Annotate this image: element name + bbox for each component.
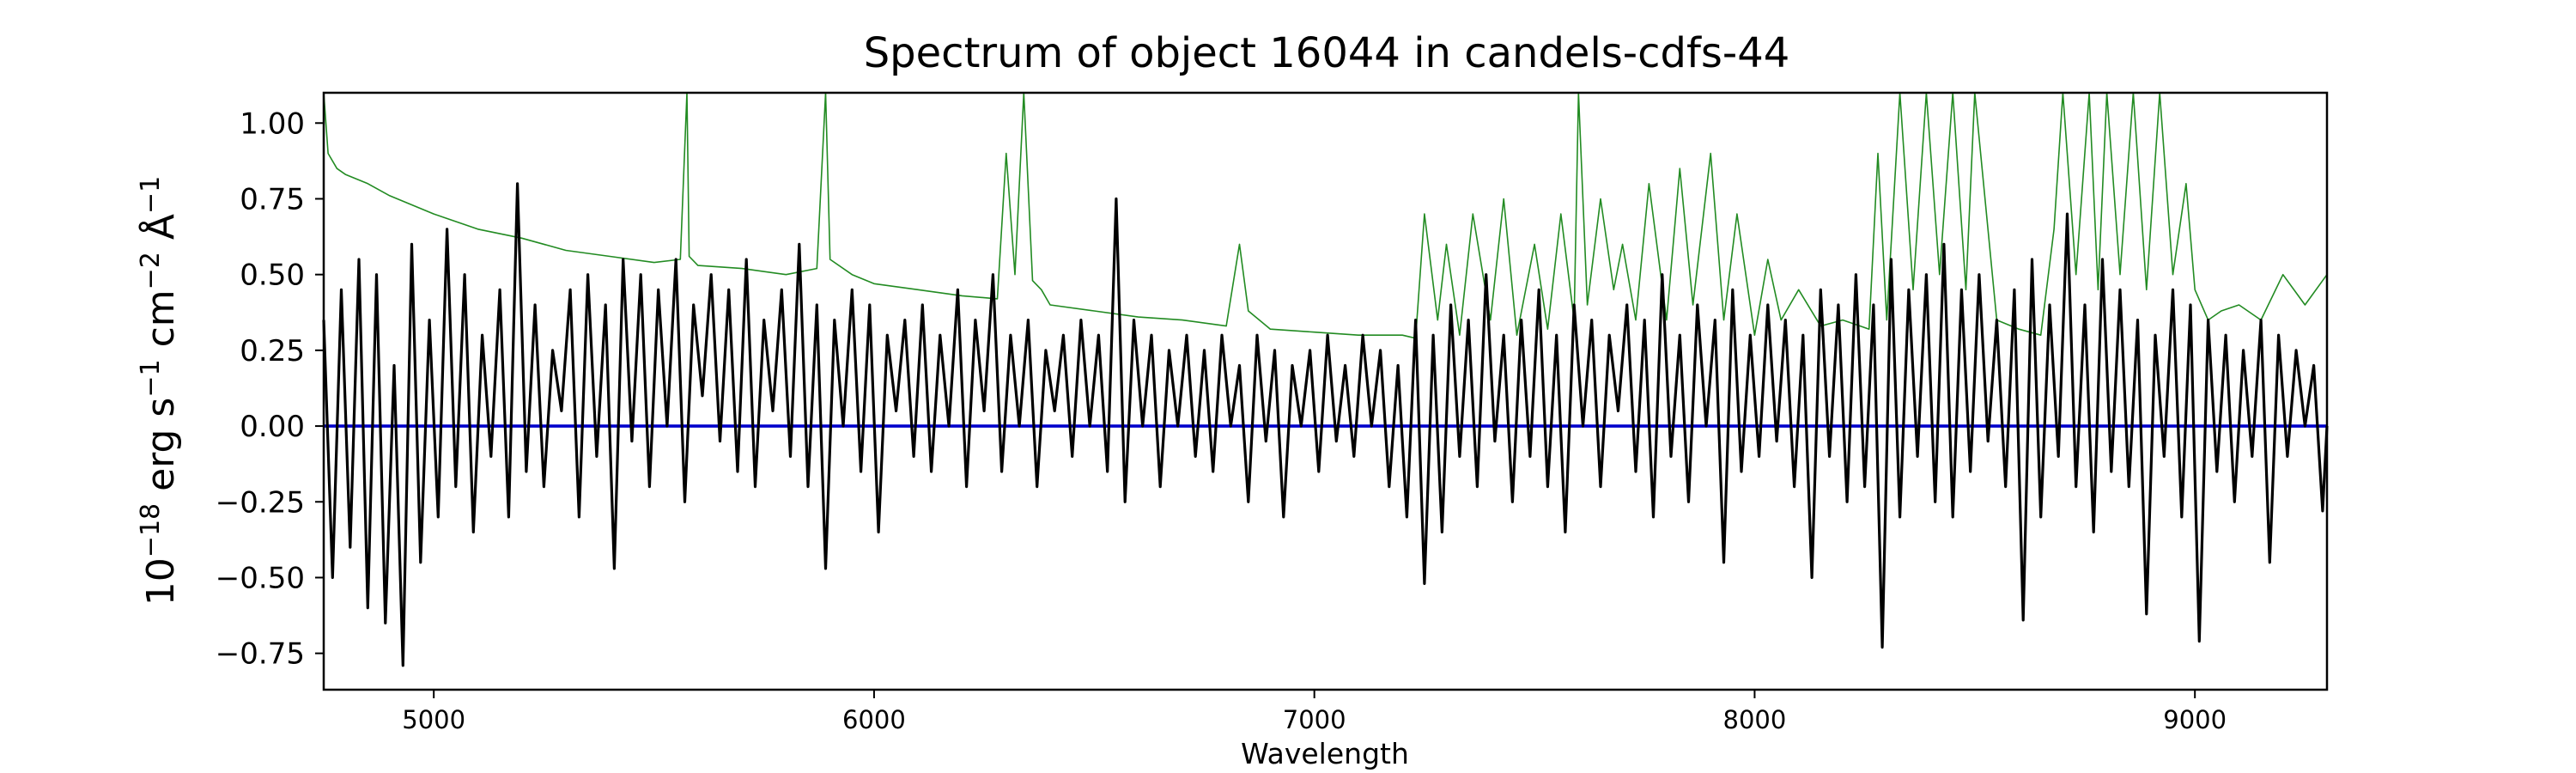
y-axis: −0.75 −0.50 −0.25 0.00 0.25 0.50 0.75 1.00 bbox=[216, 107, 324, 672]
y-tick-label: 0.75 bbox=[240, 182, 305, 216]
x-tick-label: 5000 bbox=[402, 705, 465, 734]
y-tick-label: 0.25 bbox=[240, 334, 305, 368]
x-tick-label: 9000 bbox=[2163, 705, 2227, 734]
y-label-unit2: cm bbox=[139, 289, 183, 359]
y-label-base: 10 bbox=[139, 557, 183, 606]
x-tick-label: 8000 bbox=[1723, 705, 1787, 734]
series-line-error bbox=[323, 92, 2328, 339]
y-tick-label: −0.50 bbox=[216, 561, 305, 595]
chart-title: Spectrum of object 16044 in candels-cdfs… bbox=[864, 29, 1790, 77]
y-label-exp2: −2 bbox=[136, 252, 166, 289]
y-label-unit3: Å bbox=[137, 214, 183, 252]
y-label-unit1: erg s bbox=[139, 398, 183, 503]
y-axis-label: 10−18 erg s−1 cm−2 Å−1 bbox=[136, 176, 184, 606]
plot-frame bbox=[322, 91, 2329, 691]
y-label-exp3: −1 bbox=[136, 176, 166, 214]
y-tick-label: −0.25 bbox=[216, 485, 305, 520]
y-tick-label: 1.00 bbox=[240, 107, 305, 141]
series-line-flux bbox=[322, 182, 2329, 667]
y-label-exp: −18 bbox=[136, 503, 166, 557]
y-tick-label: −0.75 bbox=[216, 637, 305, 672]
y-tick-label: 0.50 bbox=[240, 259, 305, 293]
x-tick-label: 7000 bbox=[1283, 705, 1346, 734]
x-axis-label: Wavelength bbox=[1241, 737, 1409, 770]
y-label-exp1: −1 bbox=[136, 359, 166, 397]
x-axis: 5000 6000 7000 8000 9000 bbox=[402, 690, 2227, 734]
y-tick-label: 0.00 bbox=[240, 410, 305, 444]
x-tick-label: 6000 bbox=[842, 705, 906, 734]
plot-series-group bbox=[322, 92, 2329, 667]
